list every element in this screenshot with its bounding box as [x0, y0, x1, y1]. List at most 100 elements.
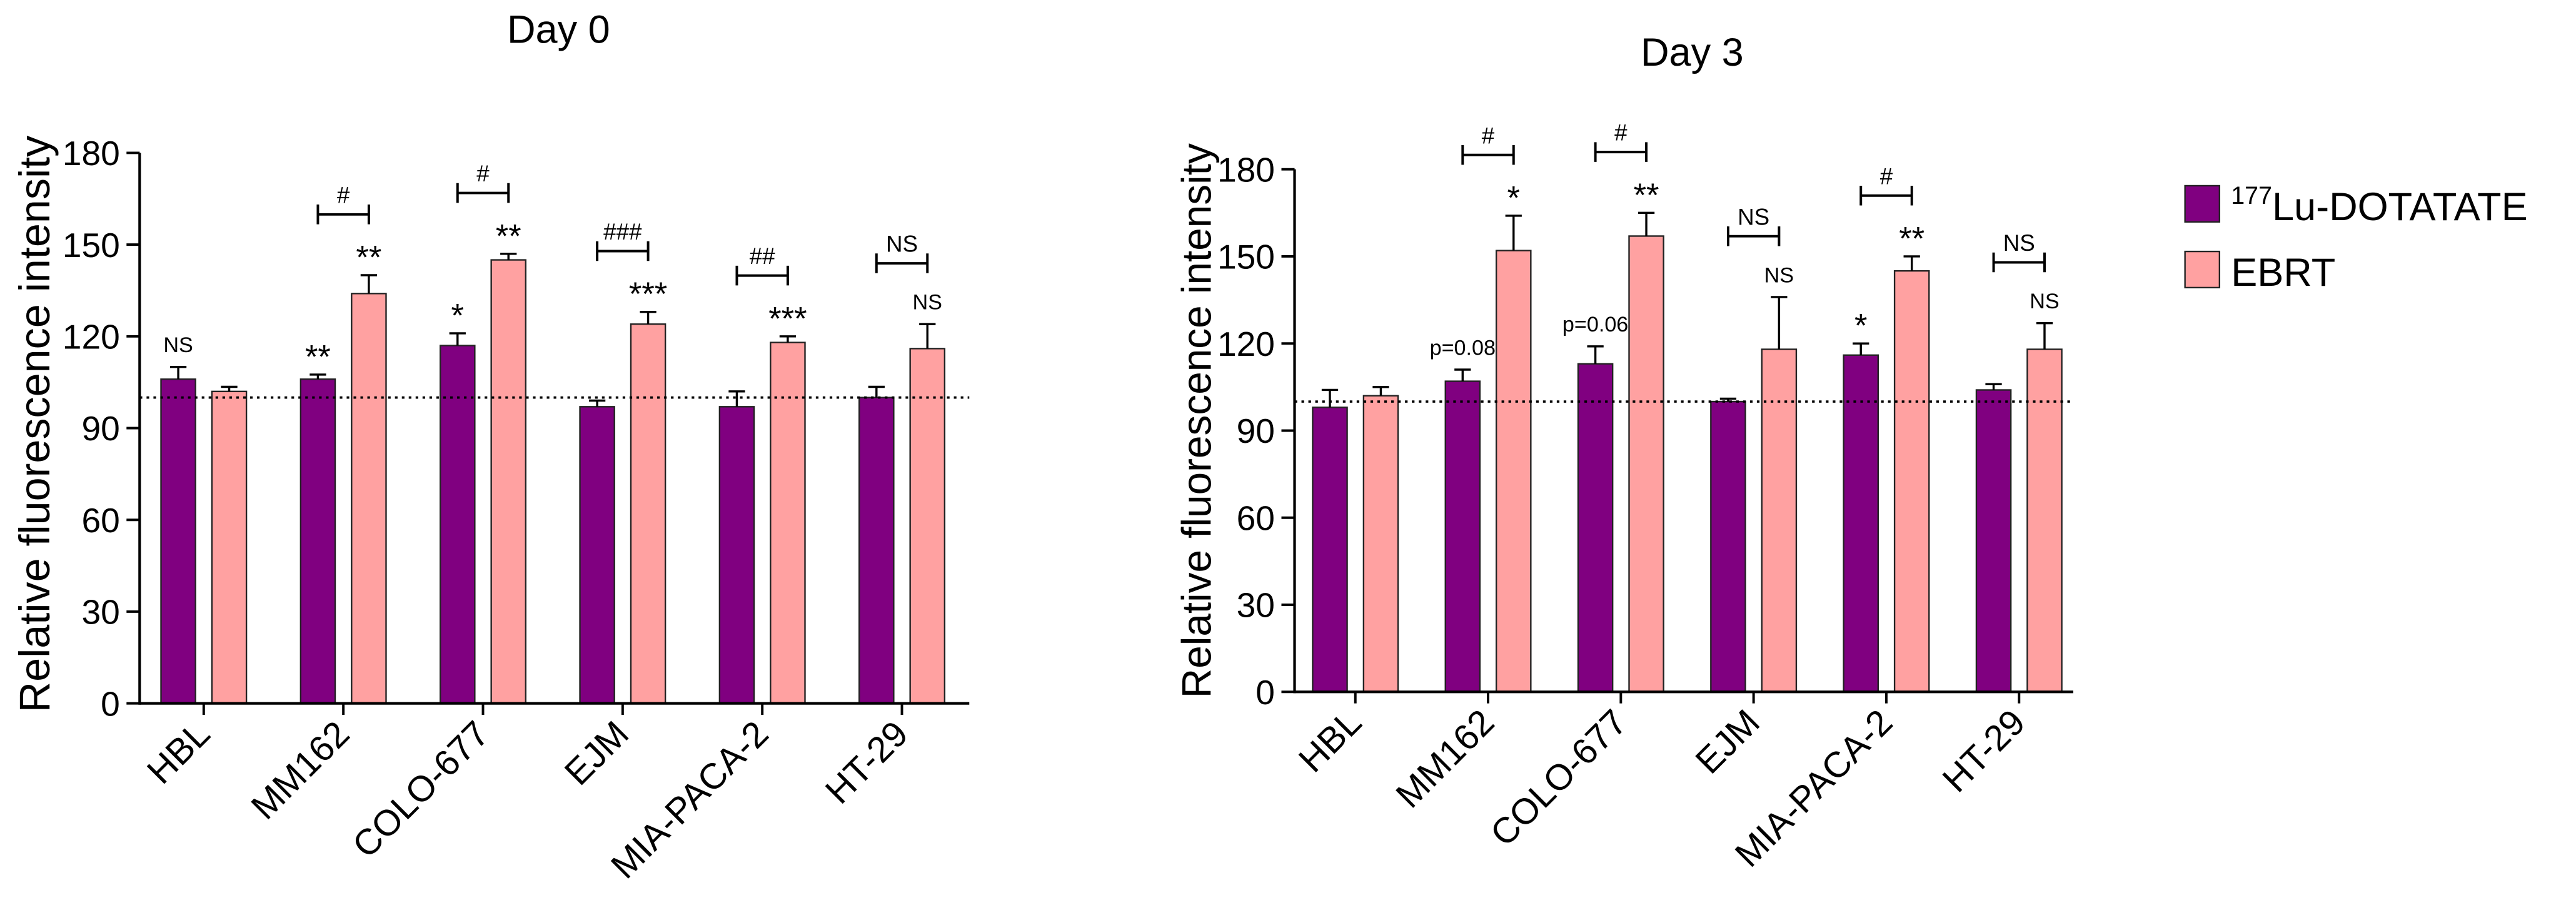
bar-177lu-dotatate-mm162: [299, 378, 336, 704]
y-tick-label: 150: [63, 226, 120, 265]
significance-label: ***: [629, 276, 667, 313]
bar-177lu-dotatate-ht-29: [858, 397, 895, 704]
x-tick-label: EJM: [1688, 702, 1768, 782]
comparison-label: #: [1614, 120, 1628, 146]
bar-ebrt-colo-677: [1628, 235, 1664, 693]
x-tick-label: MM162: [1389, 702, 1502, 816]
error-bar: [169, 366, 187, 380]
significance-label: NS: [1764, 263, 1794, 287]
error-bar: [868, 385, 885, 398]
error-bar: [449, 332, 466, 346]
bar-ebrt-mm162: [1495, 250, 1532, 693]
legend-label-text: Lu-DOTATATE: [2272, 185, 2528, 229]
comparison-label: #: [476, 161, 490, 186]
bar-ebrt-ejm: [1761, 348, 1798, 693]
bar-ebrt-ht-29: [2026, 348, 2063, 693]
error-bar: [779, 335, 797, 343]
significance-label: NS: [2030, 290, 2059, 313]
y-tick-label: 30: [1237, 586, 1275, 625]
comparison-label: NS: [886, 231, 918, 257]
bar-177lu-dotatate-ejm: [579, 406, 615, 704]
bar-177lu-dotatate-hbl: [160, 378, 196, 704]
y-tick-label: 30: [81, 593, 119, 632]
error-bar: [309, 373, 326, 380]
significance-label: *: [451, 297, 464, 334]
bar-177lu-dotatate-colo-677: [440, 345, 476, 704]
error-bar: [1771, 296, 1788, 350]
day-0-chart: Day 0 Relative fluorescence intensity 0 30 6…: [11, 8, 970, 886]
comparison-bracket: [735, 265, 789, 286]
error-bar: [2036, 322, 2053, 350]
error-bar: [588, 399, 606, 407]
error-bar: [500, 253, 517, 260]
y-tick-label: 0: [1255, 673, 1275, 712]
error-bar: [1454, 368, 1471, 382]
bar-ebrt-ejm: [630, 323, 667, 704]
legend-label-177lu-dotatate: 177Lu-DOTATATE: [2231, 182, 2527, 229]
x-tick-label: HT-29: [818, 714, 916, 812]
bar-ebrt-ht-29: [909, 348, 946, 704]
bar-177lu-dotatate-ejm: [1710, 400, 1746, 693]
legend-label-ebrt: EBRT: [2231, 251, 2335, 295]
x-tick-label: HBL: [1291, 702, 1369, 781]
comparison-label: #: [337, 182, 350, 208]
bar-ebrt-mia-paca-2: [770, 341, 806, 704]
error-bar: [1587, 345, 1604, 364]
significance-label: NS: [163, 333, 193, 357]
comparison-label: NS: [1738, 204, 1769, 230]
significance-label: *: [1507, 179, 1520, 216]
bar-ebrt-mm162: [351, 293, 387, 704]
error-bar: [1985, 383, 2002, 390]
y-axis-label: Relative fluorescence intensity: [1174, 143, 1220, 698]
significance-label: **: [1899, 220, 1924, 257]
significance-label: ***: [768, 300, 807, 337]
significance-label: **: [305, 338, 331, 375]
error-bar: [1638, 211, 1655, 236]
significance-label: **: [496, 218, 521, 255]
day-3-chart: Day 3 Relative fluorescence intensity 0 30 6…: [1174, 31, 2073, 875]
bar-177lu-dotatate-mia-paca-2: [1843, 354, 1879, 693]
significance-label: **: [1634, 177, 1659, 214]
error-bar: [1505, 215, 1522, 251]
significance-label: *: [1854, 308, 1867, 345]
comparison-bracket: [596, 241, 650, 261]
y-tick-label: 90: [81, 409, 119, 448]
error-bar: [919, 323, 936, 349]
bar-177lu-dotatate-ht-29: [1975, 389, 2012, 693]
comparison-bracket: [1992, 252, 2046, 273]
x-tick-label: MM162: [244, 714, 358, 827]
comparison-bracket: [316, 205, 370, 225]
significance-label: p=0.08: [1430, 336, 1496, 360]
comparison-bracket: [456, 183, 510, 203]
comparison-bracket: [1461, 144, 1515, 165]
comparison-label: #: [1482, 123, 1495, 148]
error-bar: [1903, 255, 1920, 271]
y-tick-label: 90: [1237, 412, 1275, 450]
bar-177lu-dotatate-hbl: [1312, 407, 1348, 693]
significance-label: **: [356, 240, 381, 276]
y-tick-label: 180: [1217, 150, 1275, 189]
comparison-label: #: [1880, 163, 1893, 189]
comparison-bracket: [1859, 185, 1913, 206]
legend-swatch-ebrt: [2184, 250, 2221, 289]
y-tick-label: 120: [1217, 325, 1275, 363]
bar-177lu-dotatate-mia-paca-2: [718, 406, 755, 704]
y-tick-label: 180: [63, 134, 120, 173]
error-bar: [1321, 388, 1339, 408]
legend: 177Lu-DOTATATE EBRT: [2184, 182, 2528, 295]
bar-ebrt-hbl: [211, 390, 248, 704]
x-tick-label: EJM: [557, 714, 636, 793]
legend-swatch-177lu-dotatate: [2184, 185, 2221, 223]
x-tick-label: HBL: [139, 714, 218, 792]
error-bar: [1719, 397, 1737, 402]
y-tick-label: 150: [1217, 238, 1275, 276]
y-tick-label: 0: [101, 684, 120, 723]
bar-177lu-dotatate-mm162: [1444, 380, 1481, 693]
significance-label: p=0.06: [1562, 313, 1628, 336]
chart-title: Day 3: [1641, 31, 1744, 74]
bar-ebrt-hbl: [1362, 395, 1399, 693]
error-bar: [221, 385, 238, 392]
comparison-bracket: [1726, 226, 1781, 246]
bar-ebrt-colo-677: [490, 259, 526, 704]
